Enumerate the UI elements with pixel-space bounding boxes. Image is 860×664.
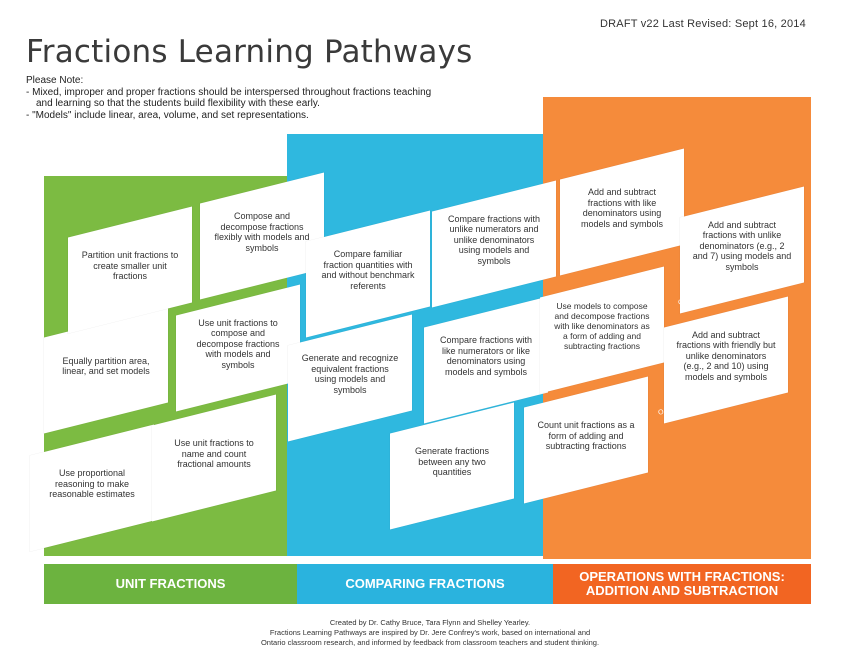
card-text: Generate fractions between any two quant… (414, 446, 490, 478)
card-text: Compare fractions with unlike numerators… (447, 213, 541, 266)
card-unit-f[interactable]: Compose and decompose fractions flexibly… (200, 172, 324, 300)
card-text: Add and subtract fractions with like den… (580, 187, 664, 229)
card-unit-b[interactable]: Equally partition area, linear, and set … (44, 306, 168, 434)
comparing-fractions-banner: COMPARING FRACTIONS (297, 564, 553, 604)
card-text: Compare fractions with like numerators o… (439, 335, 533, 377)
notes-line-2: and learning so that the students build … (36, 98, 320, 109)
card-text: Use unit fractions to name and count fra… (174, 438, 254, 470)
footer-credits: Created by Dr. Cathy Bruce, Tara Flynn a… (0, 618, 860, 648)
card-unit-c[interactable]: Partition unit fractions to create small… (68, 206, 192, 334)
card-comp-b[interactable]: Compare familiar fraction quantities wit… (306, 210, 430, 338)
card-text: Equally partition area, linear, and set … (62, 355, 150, 377)
card-op-c[interactable]: Add and subtract fractions with like den… (560, 148, 684, 276)
card-op-e[interactable]: Add and subtract fractions with unlike d… (678, 186, 804, 314)
card-text: Use proportional reasoning to make reaso… (49, 468, 135, 500)
card-op-d[interactable]: Add and subtract fractions with friendly… (658, 296, 788, 424)
operations-banner: OPERATIONS WITH FRACTIONS: ADDITION AND … (553, 564, 811, 604)
card-comp-d[interactable]: Compare fractions with like numerators o… (424, 296, 548, 424)
card-comp-a[interactable]: Generate and recognize equivalent fracti… (288, 314, 412, 442)
card-op-a[interactable]: Count unit fractions as a form of adding… (524, 376, 648, 504)
footer-line-2: Fractions Learning Pathways are inspired… (269, 628, 591, 637)
notes-line-1: - Mixed, improper and proper fractions s… (26, 86, 432, 98)
card-comp-e[interactable]: Compare fractions with unlike numerators… (432, 180, 556, 308)
card-text: Compare familiar fraction quantities wit… (321, 249, 415, 291)
card-text: Compose and decompose fractions flexibly… (214, 211, 310, 253)
card-text: Add and subtract fractions with friendly… (676, 329, 776, 382)
card-text: Use unit fractions to compose and decomp… (196, 317, 280, 370)
card-text: Add and subtract fractions with unlike d… (692, 219, 792, 272)
card-text: Count unit fractions as a form of adding… (537, 420, 635, 452)
card-unit-d[interactable]: Use unit fractions to name and count fra… (152, 394, 276, 522)
card-unit-e[interactable]: Use unit fractions to compose and decomp… (176, 284, 300, 412)
page-title: Fractions Learning Pathways (26, 34, 473, 70)
card-unit-a[interactable]: Use proportional reasoning to make reaso… (30, 424, 154, 552)
card-op-b[interactable]: Use models to compose and decompose frac… (540, 266, 664, 394)
notes-heading: Please Note: (26, 75, 84, 86)
draft-revision-label: DRAFT v22 Last Revised: Sept 16, 2014 (600, 18, 806, 30)
footer-line-3: Ontario classroom research, and informed… (260, 638, 600, 647)
notes-line-3: - "Models" include linear, area, volume,… (26, 109, 309, 121)
card-text: Partition unit fractions to create small… (81, 250, 179, 282)
unit-fractions-banner: UNIT FRACTIONS (44, 564, 297, 604)
notes-block: Please Note: - Mixed, improper and prope… (26, 75, 476, 121)
card-text: Generate and recognize equivalent fracti… (301, 353, 399, 395)
card-text: Use models to compose and decompose frac… (554, 301, 650, 351)
footer-line-1: Created by Dr. Cathy Bruce, Tara Flynn a… (329, 618, 531, 627)
card-comp-c[interactable]: Generate fractions between any two quant… (390, 402, 514, 530)
